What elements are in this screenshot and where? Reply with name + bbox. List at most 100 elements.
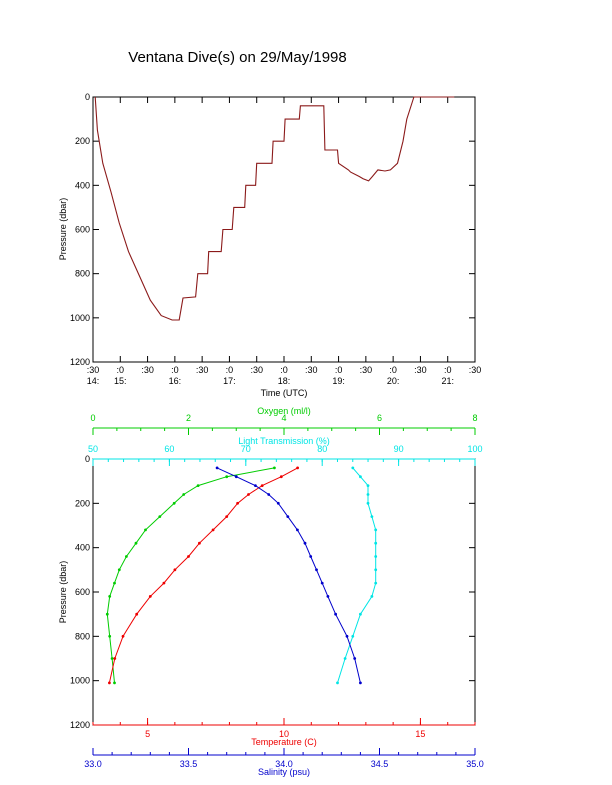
bottom-y-tick-label: 200 — [75, 498, 90, 508]
oxygen-axis-label: Oxygen (ml/l) — [257, 406, 311, 416]
transmission-point — [374, 541, 378, 545]
salinity-tick-label: 33.0 — [84, 759, 102, 769]
top-x-tick-minute: :30 — [87, 365, 100, 375]
oxygen-point — [196, 484, 200, 487]
salinity-point — [353, 657, 357, 660]
transmission-point — [366, 484, 370, 487]
temperature-point — [260, 484, 264, 487]
transmission-point — [336, 681, 339, 685]
top-y-tick-label: 0 — [85, 92, 90, 102]
oxygen-point — [182, 493, 186, 496]
salinity-point — [276, 501, 280, 505]
transmission-point — [359, 475, 362, 479]
top-x-tick-hour: 16: — [169, 376, 182, 386]
oxygen-tick-label: 0 — [90, 413, 95, 423]
top-x-tick-minute: :0 — [389, 365, 397, 375]
temperature-point — [173, 568, 177, 572]
transmission-point — [374, 555, 378, 558]
salinity-axis-label: Salinity (psu) — [258, 767, 310, 777]
oxygen-point — [110, 657, 114, 660]
oxygen-point — [108, 595, 112, 598]
temperature-point — [187, 555, 190, 558]
top-x-tick-minute: :30 — [414, 365, 427, 375]
oxygen-point — [113, 581, 116, 585]
top-x-axis-label: Time (UTC) — [261, 388, 308, 398]
salinity-point — [286, 515, 290, 518]
temperature-point — [113, 657, 117, 660]
top-x-tick-minute: :0 — [117, 365, 125, 375]
oxygen-point — [225, 475, 229, 479]
salinity-tick-label: 33.5 — [180, 759, 198, 769]
profile-plot: 0 200 400 600 800 1000 1200 Pressure (dbar) 0 2… — [58, 406, 484, 777]
transmission-point — [374, 581, 378, 585]
oxygen-point — [172, 501, 176, 505]
bottom-y-tick-label: 1000 — [70, 676, 90, 686]
top-y-tick-label: 400 — [75, 180, 90, 190]
oxygen-point — [144, 528, 147, 532]
oxygen-point — [105, 612, 109, 616]
transmission-tick-label: 70 — [241, 444, 251, 454]
top-x-tick-hour: 19: — [332, 376, 345, 386]
oxygen-point — [158, 515, 162, 518]
salinity-point — [303, 541, 307, 545]
oxygen-point — [125, 555, 128, 558]
pressure-time-trace — [94, 96, 455, 321]
oxygen-tick-label: 8 — [472, 413, 477, 423]
salinity-profile-line — [216, 467, 361, 684]
salinity-point — [215, 466, 219, 470]
salinity-point — [296, 528, 299, 532]
temperature-point — [247, 493, 250, 496]
top-y-axis-label: Pressure (dbar) — [58, 198, 68, 261]
top-x-tick-minute: :30 — [250, 365, 263, 375]
top-x-tick-minute: :0 — [335, 365, 343, 375]
bottom-y-tick-label: 800 — [75, 631, 90, 641]
bottom-plot-frame — [92, 458, 476, 726]
bottom-y-tick-label: 600 — [75, 587, 90, 597]
top-x-tick-minute: :30 — [469, 365, 482, 375]
temperature-point — [211, 528, 215, 532]
salinity-axis: 33.0 33.5 34.0 34.5 35.0 — [84, 748, 484, 769]
temperature-point — [198, 541, 201, 545]
top-x-ticks: :3014::015::30:016::30:017::30:018::30:0… — [87, 97, 482, 386]
oxygen-tick-label: 6 — [377, 413, 382, 423]
temperature-tick-label: 15 — [415, 729, 425, 739]
temperature-tick-label: 10 — [279, 729, 289, 739]
temperature-point — [296, 466, 299, 470]
top-x-tick-minute: :0 — [171, 365, 179, 375]
salinity-point — [254, 484, 257, 487]
transmission-tick-label: 90 — [394, 444, 404, 454]
transmission-point — [366, 493, 370, 496]
salinity-point — [320, 581, 324, 585]
transmission-point — [351, 634, 355, 638]
temperature-point — [135, 612, 139, 616]
transmission-point — [359, 612, 362, 616]
top-y-tick-label: 800 — [75, 269, 90, 279]
transmission-point — [366, 501, 370, 505]
temperature-point — [225, 515, 229, 518]
temperature-point — [108, 681, 111, 685]
oxygen-point — [117, 568, 121, 572]
salinity-point — [267, 493, 271, 496]
top-y-ticks: 0 200 400 600 800 1000 1200 — [70, 92, 475, 367]
bottom-y-axis-label: Pressure (dbar) — [58, 561, 68, 624]
top-y-tick-label: 1000 — [70, 313, 90, 323]
oxygen-profile-line — [106, 467, 275, 683]
transmission-tick-label: 80 — [317, 444, 327, 454]
profile-series — [105, 466, 378, 685]
salinity-point — [345, 634, 349, 638]
top-x-tick-minute: :0 — [280, 365, 288, 375]
transmission-point — [374, 528, 378, 532]
transmission-point — [370, 595, 374, 598]
top-x-tick-hour: 21: — [441, 376, 454, 386]
top-x-tick-hour: 14: — [87, 376, 100, 386]
top-x-tick-minute: :30 — [305, 365, 318, 375]
salinity-point — [309, 555, 313, 558]
salinity-point — [326, 595, 330, 598]
transmission-point — [351, 466, 355, 470]
top-x-tick-minute: :30 — [196, 365, 209, 375]
top-y-tick-label: 200 — [75, 136, 90, 146]
top-x-tick-minute: :30 — [141, 365, 154, 375]
salinity-tick-label: 35.0 — [466, 759, 484, 769]
transmission-point — [370, 515, 374, 518]
